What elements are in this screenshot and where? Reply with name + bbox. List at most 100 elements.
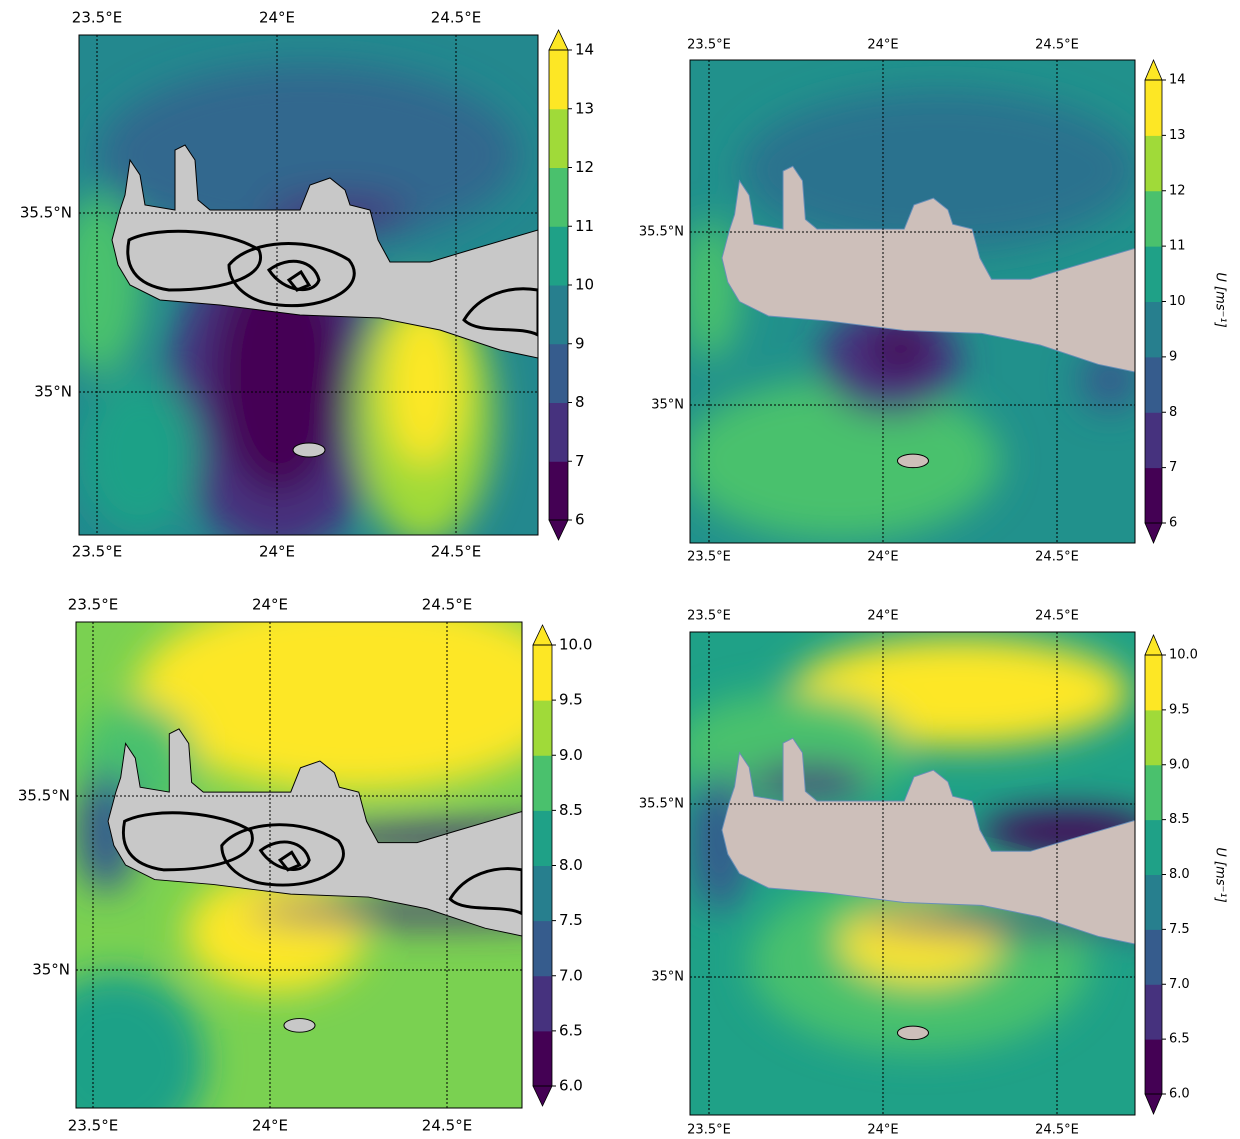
lon-label-bottom: 23.5°E xyxy=(72,543,122,561)
colorbar-band xyxy=(533,810,552,866)
lon-label-top: 24.5°E xyxy=(422,596,472,614)
colorbar-band xyxy=(1145,412,1162,468)
colorbar-tick-label: 13 xyxy=(1169,128,1186,143)
map-field xyxy=(54,35,538,555)
colorbar-tick-label: 6.0 xyxy=(559,1077,583,1095)
lon-label-bottom: 24°E xyxy=(867,1123,898,1138)
map-field xyxy=(670,632,1180,1115)
colorbar-band xyxy=(549,403,568,462)
colorbar-tick-label: 7.5 xyxy=(1169,922,1190,937)
colorbar-tick-label: 11 xyxy=(575,217,594,235)
colorbar-band xyxy=(549,50,568,109)
lat-label: 35°N xyxy=(32,961,70,979)
colorbar-extend-max xyxy=(1145,635,1162,655)
colorbar-tick-label: 11 xyxy=(1169,239,1186,254)
colorbar-band xyxy=(1145,765,1162,820)
colorbar-band xyxy=(1145,302,1162,358)
colorbar-band xyxy=(1145,655,1162,710)
colorbar-label: U [ms⁻¹] xyxy=(1213,847,1228,902)
colorbar-tick-label: 8.0 xyxy=(1169,867,1190,882)
colorbar-tick-label: 7 xyxy=(575,452,585,470)
colorbar-band xyxy=(1145,191,1162,247)
colorbar-tick-label: 9.0 xyxy=(1169,757,1190,772)
colorbar-tick-label: 14 xyxy=(1169,73,1186,88)
colorbar-tick-label: 7.0 xyxy=(559,966,583,984)
colorbar-band xyxy=(1145,246,1162,302)
map-panel: 23.5°E23.5°E24°E24°E24.5°E24.5°E35.5°N35… xyxy=(639,609,1228,1138)
colorbar-band xyxy=(1145,984,1162,1039)
lon-label-bottom: 24°E xyxy=(252,1117,288,1135)
lat-label: 35°N xyxy=(651,398,684,413)
lon-label-top: 23.5°E xyxy=(687,609,731,624)
lat-label: 35°N xyxy=(651,970,684,985)
wind-region xyxy=(750,764,870,800)
lon-label-top: 24°E xyxy=(867,38,898,53)
colorbar-extend-min xyxy=(533,1086,552,1106)
gavdos xyxy=(293,443,325,457)
colorbar-band xyxy=(533,976,552,1032)
colorbar-tick-label: 10 xyxy=(1169,294,1186,309)
colorbar-tick-label: 9.5 xyxy=(1169,702,1190,717)
colorbar-band xyxy=(1145,357,1162,413)
colorbar-tick-label: 14 xyxy=(575,41,594,59)
colorbar-band xyxy=(549,344,568,403)
colorbar-band xyxy=(549,285,568,344)
lon-label-top: 24°E xyxy=(867,609,898,624)
lon-label-bottom: 24.5°E xyxy=(431,543,481,561)
lon-label-bottom: 24°E xyxy=(259,543,295,561)
lon-label-top: 24.5°E xyxy=(1035,38,1079,53)
lon-label-bottom: 24.5°E xyxy=(422,1117,472,1135)
colorbar-band xyxy=(533,1031,552,1087)
colorbar-tick-label: 8 xyxy=(1169,405,1177,420)
colorbar-band xyxy=(1145,468,1162,524)
lon-label-top: 24.5°E xyxy=(1035,609,1079,624)
colorbar-band xyxy=(1145,875,1162,930)
colorbar-band xyxy=(1145,929,1162,984)
colorbar-band xyxy=(533,755,552,811)
map-field xyxy=(680,60,1140,543)
colorbar-band xyxy=(1145,135,1162,191)
lon-label-top: 24°E xyxy=(252,596,288,614)
lon-label-bottom: 23.5°E xyxy=(68,1117,118,1135)
lon-label-top: 23.5°E xyxy=(687,38,731,53)
colorbar-tick-label: 10.0 xyxy=(559,636,592,654)
colorbar-extend-min xyxy=(549,520,568,540)
colorbar-band xyxy=(1145,710,1162,765)
lon-label-bottom: 24°E xyxy=(867,550,898,565)
colorbar-band xyxy=(533,700,552,756)
colorbar-band xyxy=(533,921,552,977)
colorbar-tick-label: 10 xyxy=(575,276,594,294)
gavdos xyxy=(284,1019,315,1033)
colorbar-band xyxy=(549,168,568,227)
colorbar-tick-label: 9.0 xyxy=(559,746,583,764)
lon-label-bottom: 23.5°E xyxy=(687,550,731,565)
colorbar-band xyxy=(549,461,568,520)
figure: 23.5°E 23.5°E 24°E 24°E 24.5°E 24.5°E 35.5°N 35… xyxy=(0,0,1240,1139)
map-panel: 23.5°E23.5°E24°E24°E24.5°E24.5°E35.5°N35… xyxy=(18,592,606,1139)
lat-label: 35.5°N xyxy=(18,787,70,805)
gavdos xyxy=(897,454,928,468)
colorbar-band xyxy=(533,866,552,922)
colorbar-tick-label: 7.5 xyxy=(559,911,583,929)
colorbar-extend-max xyxy=(533,625,552,645)
wind-region xyxy=(680,380,1000,540)
colorbar-tick-label: 12 xyxy=(575,158,594,176)
colorbar-tick-label: 12 xyxy=(1169,183,1186,198)
colorbar-band xyxy=(1145,1039,1162,1094)
lat-label: 35.5°N xyxy=(20,204,72,222)
colorbar-tick-label: 6.0 xyxy=(1169,1087,1190,1102)
map-field xyxy=(26,592,606,1139)
lon-label-top: 24°E xyxy=(259,9,295,27)
lat-label: 35.5°N xyxy=(639,797,684,812)
map-panel: 23.5°E 23.5°E 24°E 24°E 24.5°E 24.5°E 35.5°N 35… xyxy=(639,38,1228,565)
lat-label: 35.5°N xyxy=(639,225,684,240)
colorbar-tick-label: 8.5 xyxy=(559,801,583,819)
colorbar-band xyxy=(533,645,552,701)
colorbar-tick-label: 9.5 xyxy=(559,691,583,709)
colorbar-label: U [ms⁻¹] xyxy=(1213,272,1228,327)
colorbar-extend-max xyxy=(1145,60,1162,80)
lat-label: 35°N xyxy=(34,383,72,401)
lon-label-bottom: 24.5°E xyxy=(1035,550,1079,565)
colorbar-tick-label: 10.0 xyxy=(1169,648,1198,663)
gavdos xyxy=(897,1026,928,1040)
